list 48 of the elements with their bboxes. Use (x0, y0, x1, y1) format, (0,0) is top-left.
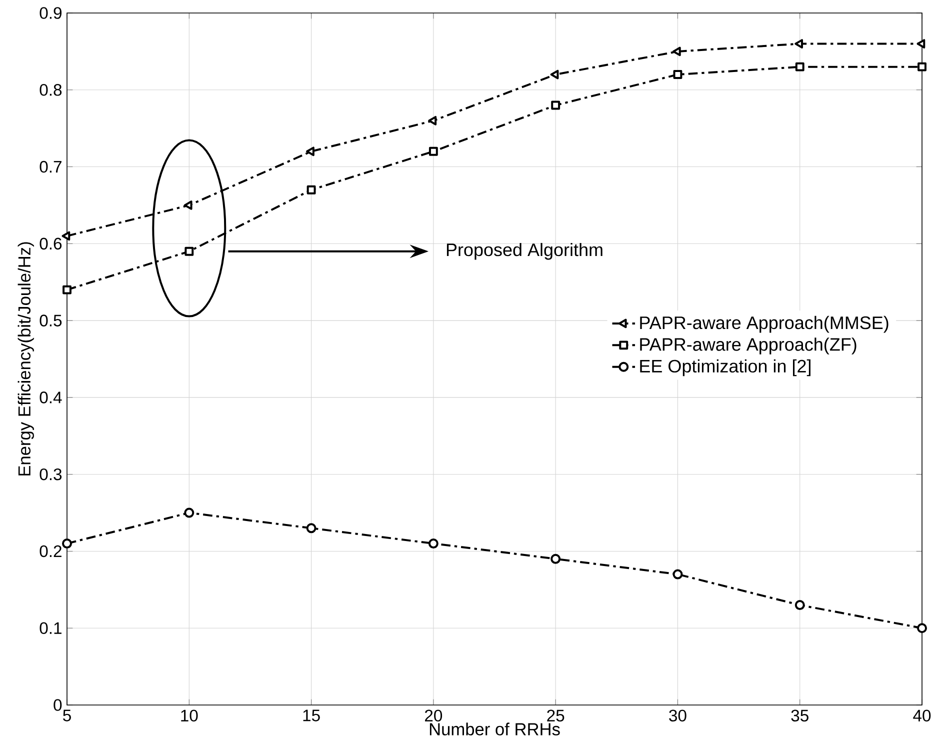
point (184, 246, 194, 256)
y-tick-label: 0.4 (40, 392, 62, 404)
x-tick-label: 25 (547, 710, 564, 722)
point (184, 200, 192, 210)
y-tick-label: 0.1 (40, 622, 62, 634)
point (62, 285, 72, 294)
x-axis-title: Number of RRHs (430, 722, 560, 736)
point (428, 116, 437, 126)
y-axis-title: Energy Efficiency(bit/Joule/Hz) (18, 242, 34, 476)
x-tick-label: 35 (791, 710, 808, 722)
point (794, 600, 805, 610)
point (917, 623, 928, 634)
point (306, 185, 316, 194)
point (428, 146, 438, 156)
y-tick-label: 0.2 (40, 545, 62, 558)
point (306, 146, 314, 156)
x-tick-label: 5 (63, 710, 71, 722)
x-tick-label: 40 (913, 710, 931, 722)
y-tick-label: 0.6 (40, 238, 62, 250)
legend-label: PAPR-aware Approach(ZF) (640, 338, 856, 354)
y-tick-label: 0.9 (40, 7, 62, 19)
point (673, 70, 682, 79)
x-tick-label: 20 (425, 710, 442, 722)
point (672, 569, 683, 580)
point (794, 39, 803, 48)
point (62, 538, 72, 549)
annotation: Proposed Algorithm (446, 242, 602, 260)
point (550, 70, 559, 80)
legend-label: EE Optimization in [2] (640, 359, 810, 376)
y-tick-label: 0.7 (40, 160, 62, 173)
point (672, 46, 681, 56)
point (551, 100, 560, 110)
point (918, 62, 926, 72)
x-tick-label: 30 (669, 710, 686, 722)
point (916, 39, 926, 48)
point (184, 508, 194, 518)
point (795, 62, 804, 72)
point (428, 538, 438, 549)
legend-label: PAPR-aware Approach(MMSE) (640, 316, 888, 333)
point (550, 554, 561, 564)
x-tick-label: 15 (303, 710, 320, 722)
y-tick-label: 0.8 (40, 84, 62, 96)
point (306, 523, 316, 534)
y-tick-label: 0.3 (40, 468, 62, 480)
x-tick-label: 10 (181, 710, 198, 722)
y-tick-label: 0 (54, 699, 62, 711)
y-tick-label: 0.5 (40, 314, 62, 326)
point (62, 231, 70, 241)
